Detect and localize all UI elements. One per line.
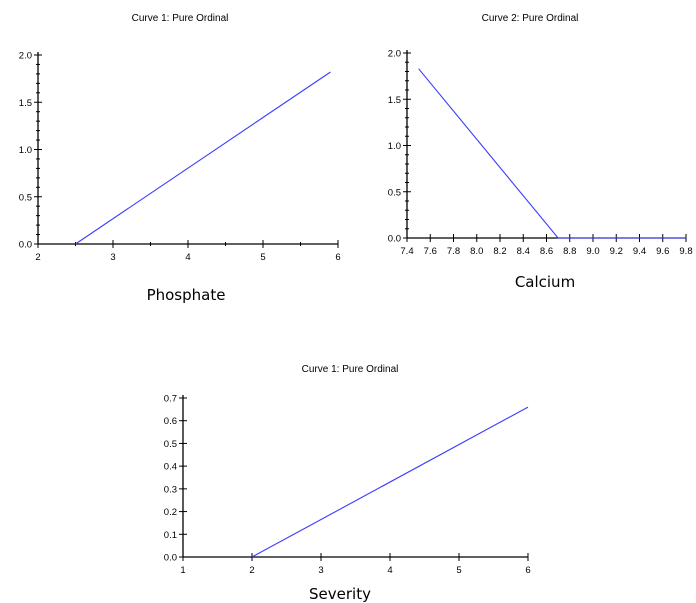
y-tick-label: 0.6 bbox=[164, 416, 177, 427]
x-tick-label: 4 bbox=[387, 565, 392, 576]
y-tick-label: 1.0 bbox=[19, 145, 32, 156]
y-tick-label: 2.0 bbox=[388, 49, 401, 60]
y-tick-label: 1.0 bbox=[388, 141, 401, 152]
y-tick-label: 0.0 bbox=[164, 553, 177, 564]
x-tick-label: 8.6 bbox=[540, 246, 553, 257]
x-axis-label: Calcium bbox=[515, 273, 575, 291]
x-tick-label: 9.4 bbox=[633, 246, 646, 257]
x-axis-label: Severity bbox=[309, 585, 371, 603]
y-tick-label: 0.5 bbox=[164, 439, 177, 450]
x-tick-label: 9.2 bbox=[610, 246, 623, 257]
x-tick-label: 2 bbox=[249, 565, 254, 576]
x-tick-label: 5 bbox=[260, 252, 265, 263]
chart-title: Curve 2: Pure Ordinal bbox=[482, 13, 579, 24]
x-tick-label: 5 bbox=[456, 565, 461, 576]
x-tick-label: 6 bbox=[525, 565, 530, 576]
x-axis-label: Phosphate bbox=[147, 286, 226, 304]
y-tick-label: 0.4 bbox=[164, 462, 177, 473]
x-tick-label: 3 bbox=[110, 252, 115, 263]
x-tick-label: 7.8 bbox=[447, 246, 460, 257]
y-tick-label: 0.1 bbox=[164, 530, 177, 541]
y-tick-label: 2.0 bbox=[19, 51, 32, 62]
x-tick-label: 9.6 bbox=[656, 246, 669, 257]
x-tick-label: 9.0 bbox=[586, 246, 599, 257]
x-tick-label: 8.8 bbox=[563, 246, 576, 257]
chart-phosphate: Curve 1: Pure Ordinal Phosphate 0.0 0.5 1.… bbox=[19, 13, 341, 304]
x-tick-label: 6 bbox=[335, 252, 340, 263]
x-tick-label: 4 bbox=[185, 252, 190, 263]
y-tick-label: 1.5 bbox=[388, 95, 401, 106]
y-tick-label: 0.3 bbox=[164, 484, 177, 495]
y-tick-label: 1.5 bbox=[19, 98, 32, 109]
chart-title: Curve 1: Pure Ordinal bbox=[302, 364, 399, 375]
x-tick-label: 2 bbox=[35, 252, 40, 263]
y-tick-label: 0.0 bbox=[19, 240, 32, 251]
x-tick-label: 7.6 bbox=[424, 246, 437, 257]
x-tick-label: 8.4 bbox=[517, 246, 530, 257]
chart-severity: Curve 1: Pure Ordinal Severity 0.0 0.1 0.2… bbox=[164, 364, 531, 603]
y-tick-label: 0.5 bbox=[388, 187, 401, 198]
x-tick-label: 9.8 bbox=[679, 246, 692, 257]
y-tick-label: 0.7 bbox=[164, 394, 177, 405]
y-tick-label: 0.2 bbox=[164, 507, 177, 518]
x-tick-label: 3 bbox=[318, 565, 323, 576]
x-tick-label: 1 bbox=[180, 565, 185, 576]
y-tick-label: 0.0 bbox=[388, 234, 401, 245]
series-line bbox=[418, 68, 686, 239]
series-line bbox=[251, 406, 529, 558]
chart-title: Curve 1: Pure Ordinal bbox=[132, 13, 229, 24]
y-tick-label: 0.5 bbox=[19, 192, 32, 203]
x-tick-label: 7.4 bbox=[400, 246, 413, 257]
x-tick-label: 8.2 bbox=[493, 246, 506, 257]
chart-calcium: Curve 2: Pure Ordinal Calcium 0.0 0.5 1.0 1… bbox=[388, 13, 693, 291]
series-line bbox=[75, 71, 331, 245]
x-tick-label: 8.0 bbox=[470, 246, 483, 257]
